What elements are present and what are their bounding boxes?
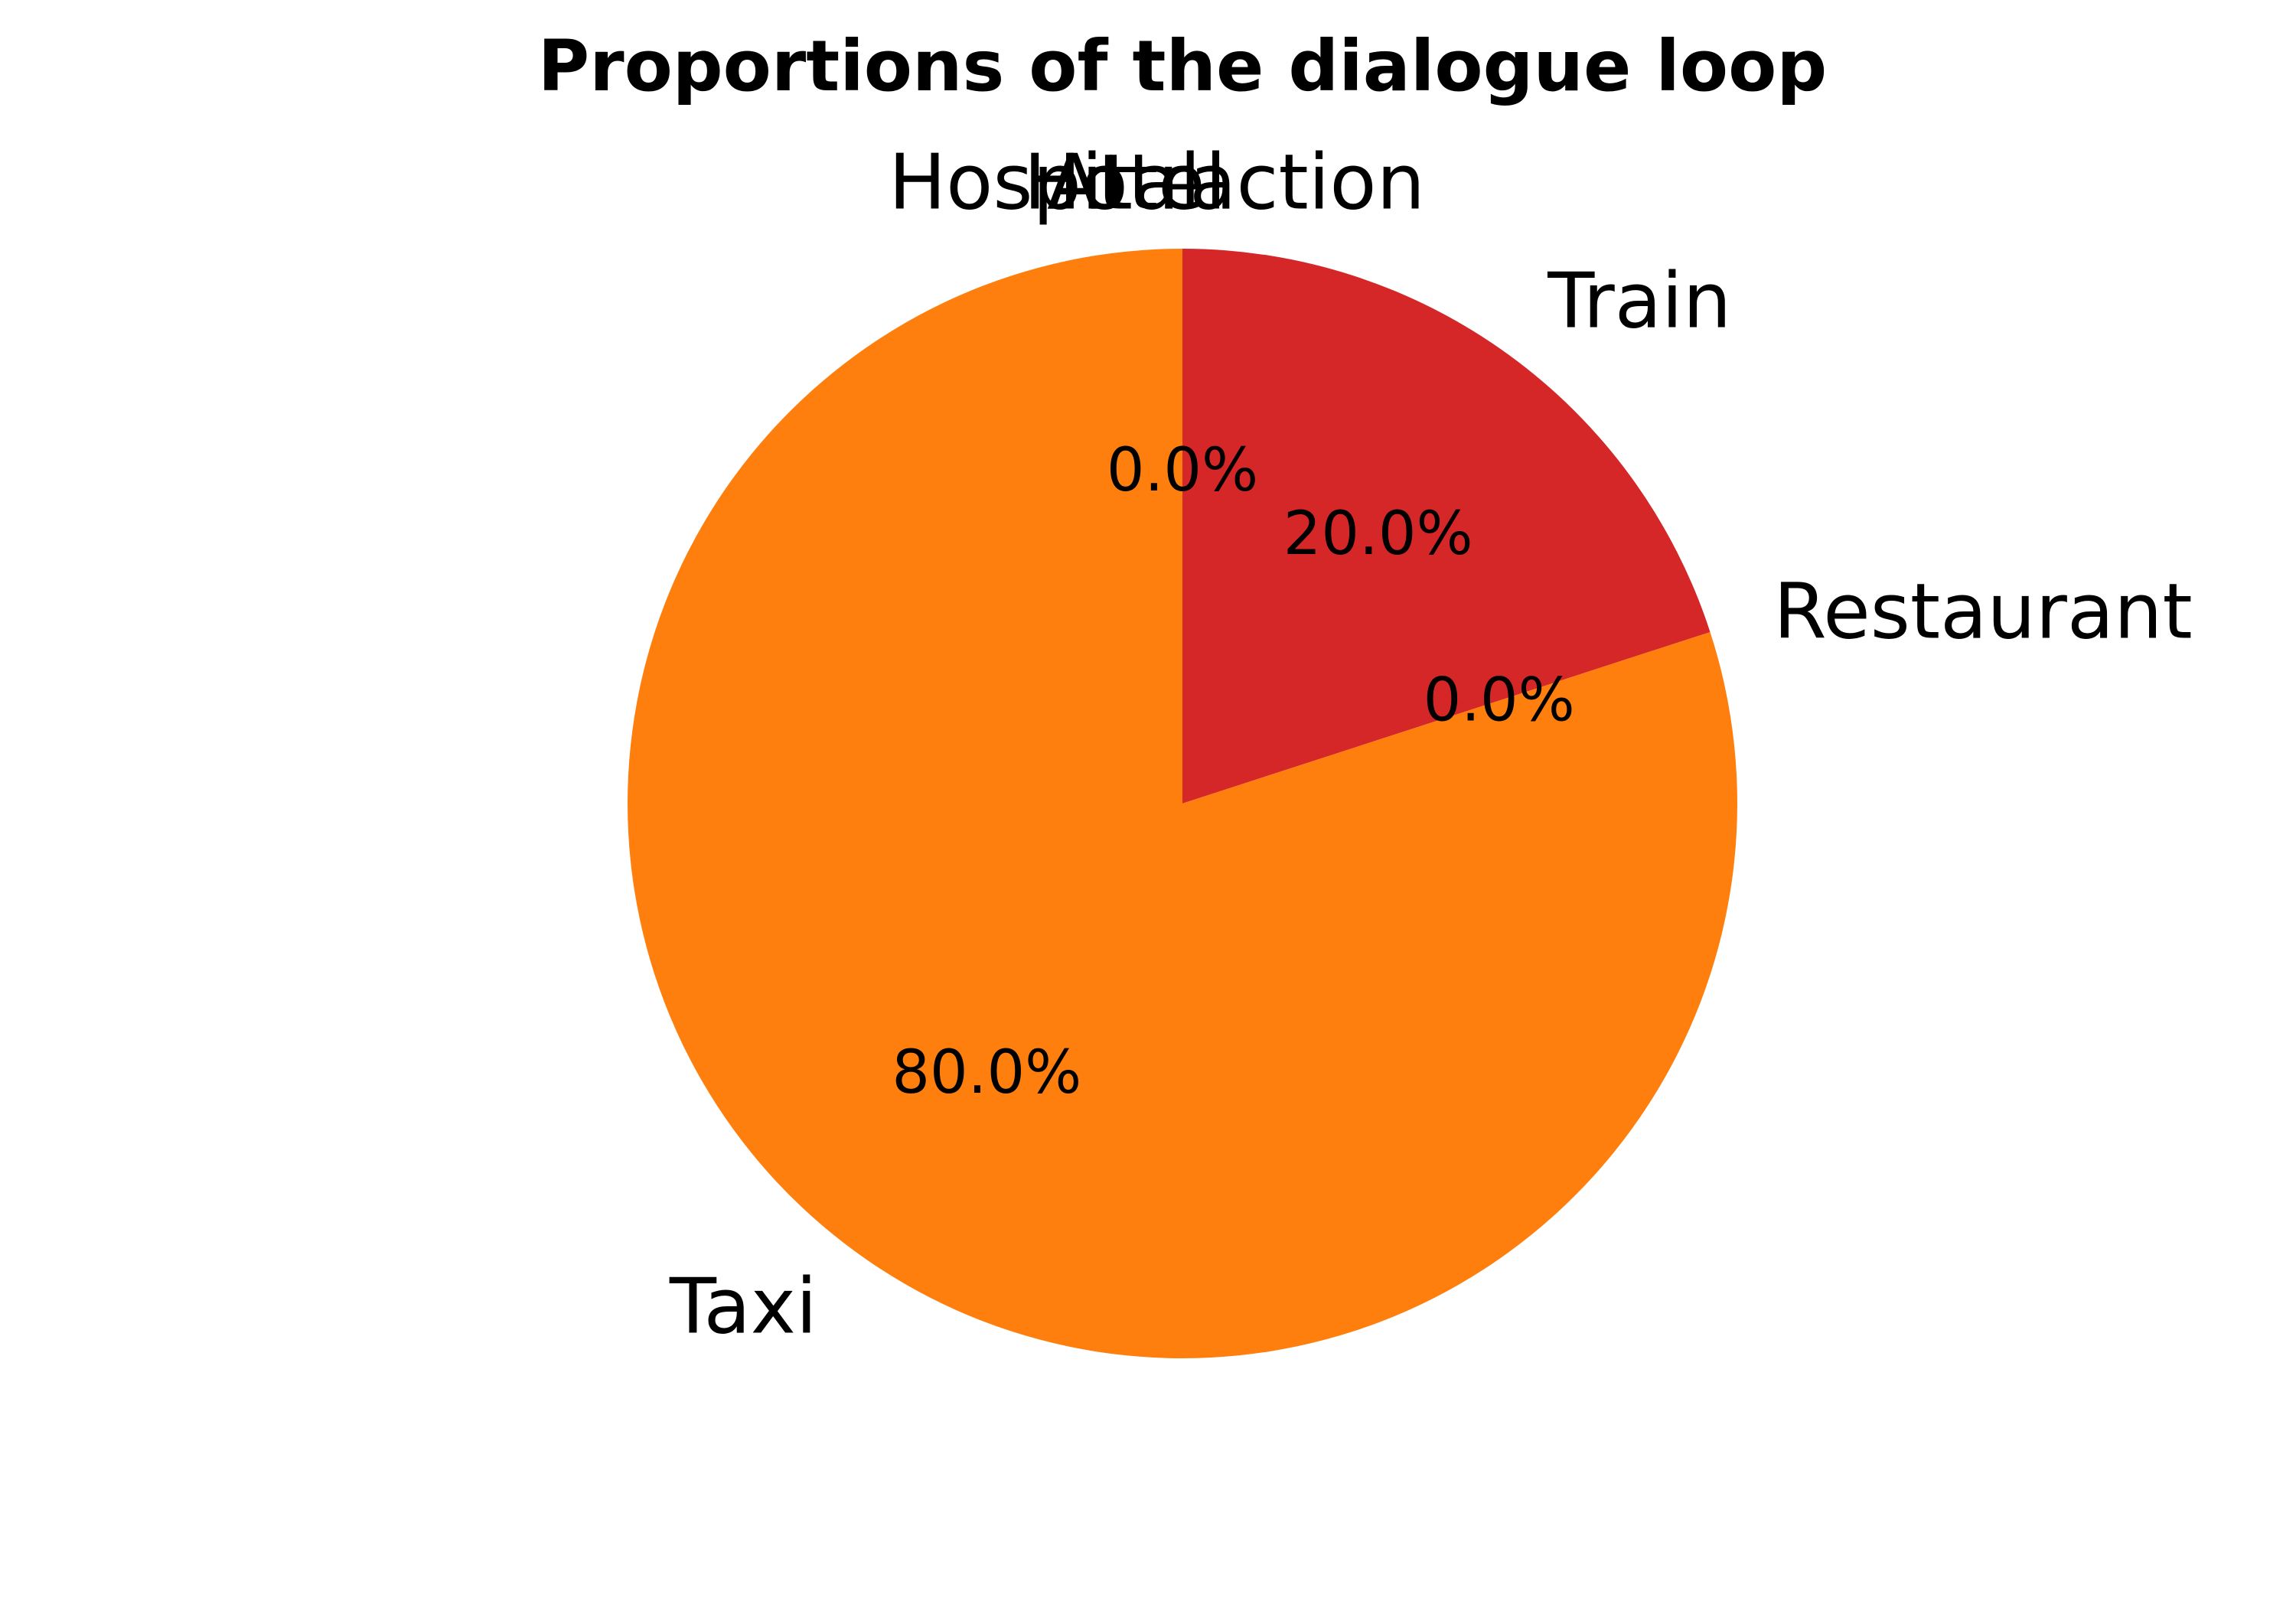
pct-label-attraction: 0.0% — [1107, 436, 1258, 505]
pct-label-taxi: 80.0% — [892, 1038, 1081, 1107]
slice-label-taxi: Taxi — [669, 1261, 817, 1351]
slice-label-train: Train — [1547, 256, 1731, 346]
slice-label-hotel: Hotel — [1024, 138, 1227, 227]
slice-label-restaurant: Restaurant — [1773, 567, 2192, 657]
slice-label-hospital: Hospital — [889, 138, 1201, 227]
pie-slice-taxi — [627, 249, 1737, 1358]
chart-title: Proportions of the dialogue loop — [538, 25, 1827, 107]
pct-label-train: 20.0% — [1283, 500, 1473, 569]
pie-slices — [627, 249, 1737, 1358]
pct-label-restaurant: 0.0% — [1424, 667, 1575, 735]
slice-label-attraction: Attraction — [1047, 138, 1425, 227]
pie-slice-train — [1182, 249, 1711, 804]
